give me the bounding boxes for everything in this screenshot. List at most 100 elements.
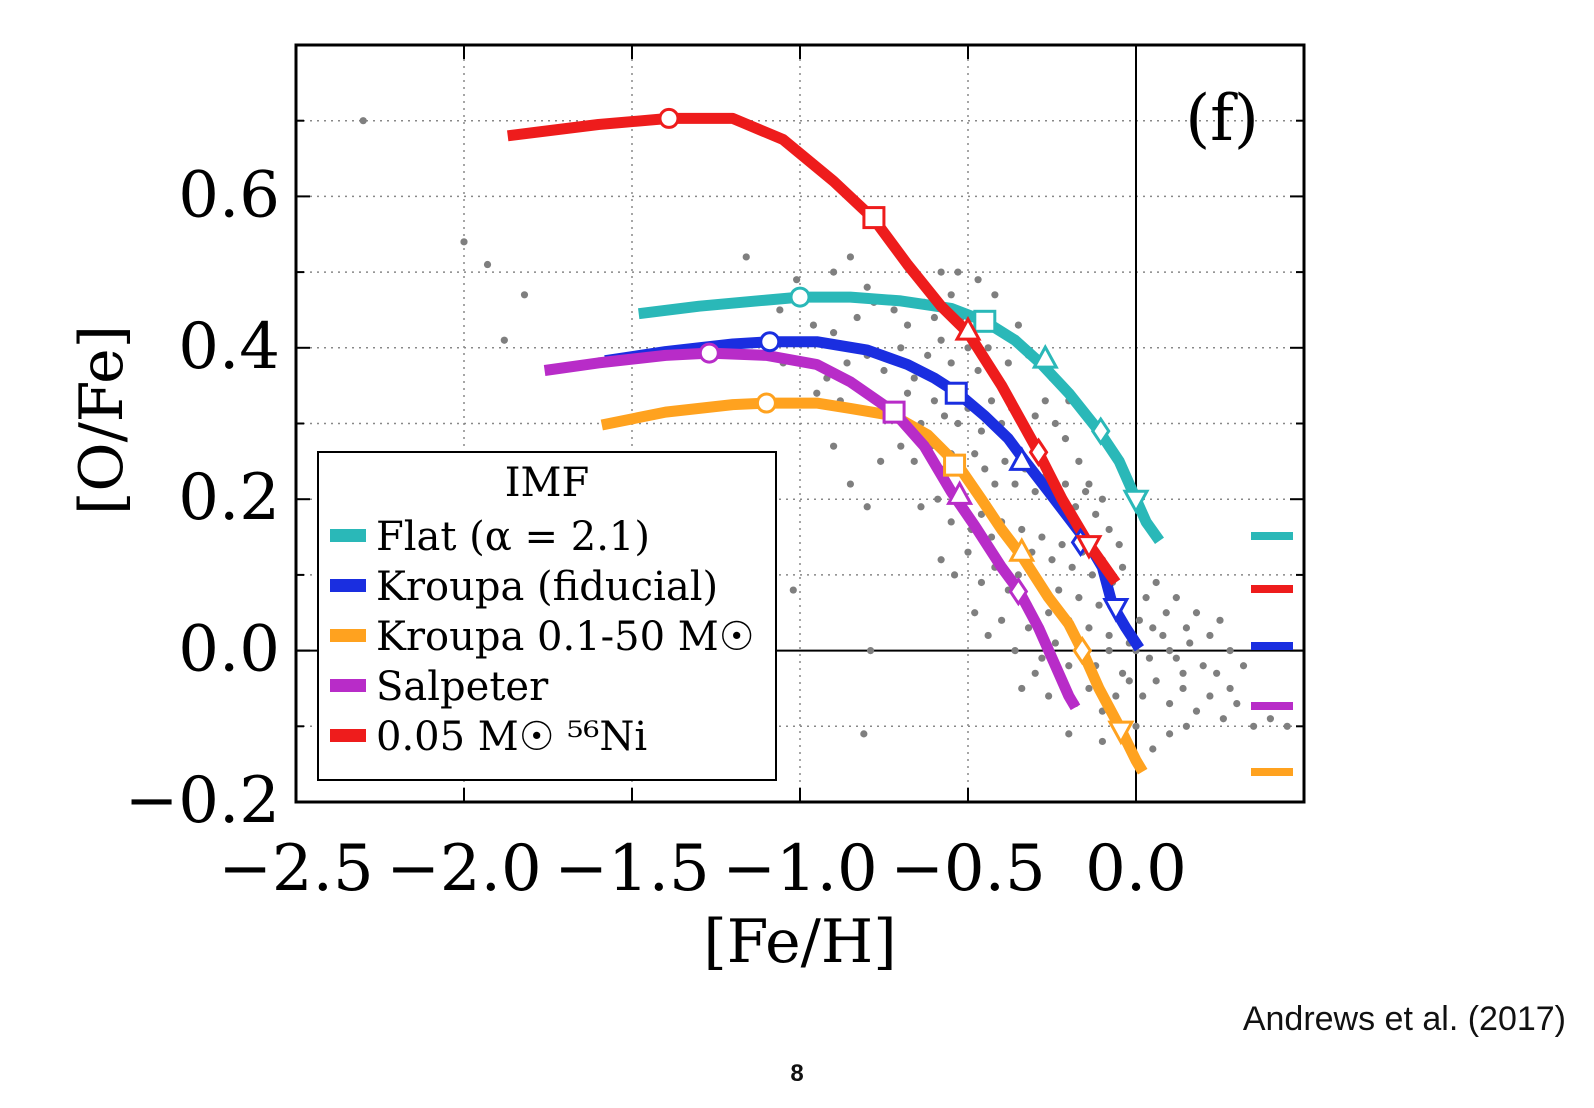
x-tick-label: −2.5 — [218, 832, 373, 906]
legend-items: Flat (α = 2.1)Kroupa (fiducial)Kroupa 0.… — [330, 514, 755, 760]
star-point — [1192, 707, 1201, 715]
star-point — [1011, 480, 1019, 488]
star-point — [1149, 745, 1157, 753]
star-point — [950, 571, 959, 579]
star-point — [971, 450, 979, 458]
star-point — [917, 503, 925, 511]
star-point — [974, 366, 982, 375]
star-point — [1239, 662, 1248, 670]
legend-label: Kroupa (fiducial) — [376, 564, 718, 610]
legend-swatch — [330, 629, 366, 642]
star-point — [1085, 480, 1093, 488]
star-point — [880, 366, 888, 375]
star-point — [1172, 654, 1180, 662]
legend-swatch — [330, 529, 366, 542]
star-point — [1098, 737, 1106, 746]
x-tick-label: −1.0 — [722, 832, 877, 906]
y-tick-label: 0.4 — [178, 310, 280, 384]
legend-swatch — [330, 729, 366, 742]
star-point — [987, 397, 996, 405]
star-point — [846, 253, 855, 261]
star-point — [974, 276, 982, 284]
star-point — [1092, 510, 1100, 518]
star-point — [866, 647, 875, 655]
star-point — [1166, 647, 1174, 655]
star-point — [1213, 669, 1221, 677]
star-point — [359, 117, 367, 125]
star-point — [1018, 684, 1026, 693]
star-point — [1135, 616, 1143, 624]
star-point — [1179, 684, 1187, 693]
y-tick-label: 0.0 — [178, 613, 280, 687]
star-point — [1024, 624, 1033, 632]
star-point — [940, 412, 949, 420]
legend: IMF Flat (α = 2.1)Kroupa (fiducial)Kroup… — [317, 451, 777, 781]
star-point — [947, 518, 955, 526]
star-point — [1152, 578, 1160, 587]
star-point — [977, 427, 986, 435]
star-point — [1132, 722, 1140, 730]
side-swatch — [1251, 532, 1293, 540]
star-point — [903, 389, 912, 397]
star-point — [1105, 525, 1113, 534]
star-point — [1085, 684, 1093, 693]
star-point — [1061, 480, 1070, 488]
star-point — [984, 631, 992, 640]
side-swatch — [1251, 642, 1293, 650]
x-tick-label: −1.5 — [554, 832, 709, 906]
marker-triangle-up — [954, 316, 982, 341]
star-point — [742, 253, 750, 261]
star-point — [1186, 639, 1194, 647]
star-point — [937, 556, 945, 564]
star-point — [954, 419, 962, 428]
star-point — [971, 609, 979, 617]
star-point — [1068, 563, 1076, 571]
side-swatch — [1251, 768, 1293, 776]
star-point — [1226, 647, 1234, 655]
star-point — [789, 586, 797, 594]
star-point — [1051, 639, 1059, 647]
star-point — [930, 313, 939, 322]
star-point — [998, 616, 1006, 624]
marker-diamond — [1028, 437, 1049, 467]
panel-label: (f) — [1185, 82, 1259, 156]
star-point — [1045, 609, 1053, 617]
legend-label: Salpeter — [376, 664, 549, 710]
citation: Andrews et al. (2017) — [1242, 1000, 1566, 1038]
star-point — [1199, 662, 1207, 670]
marker-circle — [759, 331, 781, 353]
star-point — [964, 548, 972, 556]
star-point — [846, 480, 855, 488]
star-point — [460, 238, 468, 246]
marker-circle — [698, 342, 720, 364]
star-point — [1058, 541, 1066, 549]
star-point — [1182, 722, 1190, 730]
star-point — [910, 374, 918, 382]
star-point — [877, 457, 885, 465]
marker-circle — [789, 286, 811, 308]
star-point — [954, 268, 962, 276]
page-number: 8 — [790, 1060, 804, 1087]
star-point — [863, 503, 871, 511]
star-point — [1061, 435, 1070, 443]
star-point — [1172, 594, 1180, 602]
star-point — [1166, 699, 1174, 708]
star-point — [1182, 624, 1190, 632]
star-point — [1065, 730, 1073, 738]
star-point — [1045, 692, 1053, 700]
star-point — [1004, 359, 1012, 367]
star-point — [1098, 495, 1106, 503]
star-point — [1082, 488, 1090, 496]
star-point — [1038, 654, 1046, 662]
star-point — [1226, 684, 1234, 693]
x-tick-label: 0.0 — [1085, 832, 1187, 906]
star-point — [1125, 677, 1133, 685]
star-point — [1065, 662, 1073, 670]
star-point — [1216, 616, 1224, 624]
marker-diamond — [1008, 576, 1029, 607]
marker-triangle-down — [1102, 597, 1130, 623]
star-point — [977, 510, 986, 518]
star-point — [937, 268, 945, 276]
legend-swatch — [330, 579, 366, 592]
